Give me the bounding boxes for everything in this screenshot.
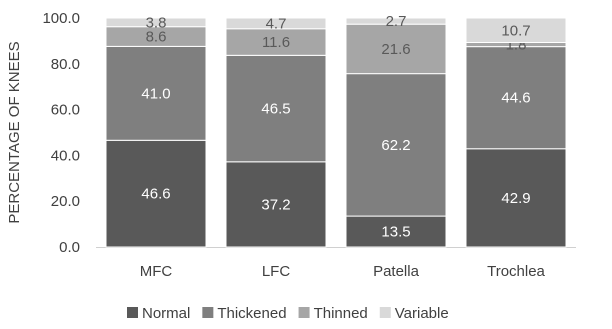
bar-segment-thinned (345, 23, 447, 75)
x-tick-label: Patella (373, 263, 420, 280)
data-label: 37.2 (261, 196, 290, 213)
legend-swatch (379, 307, 391, 318)
y-tick-label: 40.0 (51, 147, 80, 164)
data-label: 44.6 (501, 90, 530, 107)
data-label: 2.7 (386, 13, 407, 30)
bar-segment-normal (465, 148, 567, 248)
x-tick-label: MFC (140, 263, 173, 280)
legend-swatch (298, 307, 310, 318)
data-label: 46.5 (261, 101, 290, 118)
bar-segment-normal (105, 139, 207, 248)
bar-segment-thickened (465, 46, 567, 150)
bar-segment-variable (465, 17, 567, 44)
x-tick-label: Trochlea (487, 263, 545, 280)
legend-swatch (202, 307, 214, 318)
data-label: 4.7 (266, 15, 287, 32)
legend-label: Thinned (314, 305, 368, 322)
bar-segment-thickened (105, 45, 207, 141)
y-axis-label: PERCENTAGE OF KNEES (6, 41, 23, 223)
y-tick-label: 0.0 (59, 239, 80, 256)
legend: Normal Thickened Thinned Variable (127, 305, 449, 322)
legend-item-variable: Variable (379, 305, 449, 322)
data-label: 11.6 (262, 34, 290, 51)
legend-swatch (127, 307, 138, 318)
x-tick-label: LFC (262, 263, 291, 280)
bar-segment-normal (225, 161, 327, 248)
data-label: 41.0 (141, 85, 170, 102)
bar-segment-thickened (225, 54, 327, 163)
data-label: 8.6 (146, 29, 167, 46)
y-axis-ticks: 0.0 20.0 40.0 60.0 80.0 100.0 (42, 10, 80, 256)
bar-segment-variable (225, 17, 327, 30)
legend-label: Thickened (217, 305, 286, 322)
legend-item-normal: Normal (127, 305, 190, 322)
plot-area: 46.6 41.0 8.63.8 37.2 46.5 11.6 4.7 13.5 62.2 21.… (96, 13, 576, 248)
legend-item-thinned: Thinned (298, 305, 368, 322)
data-label: 46.6 (141, 186, 170, 203)
y-tick-label: 80.0 (51, 56, 80, 73)
data-label: 62.2 (381, 137, 410, 154)
data-label: 3.8 (146, 14, 167, 31)
x-axis-ticks: MFC LFC Patella Trochlea (140, 263, 546, 280)
data-label: 13.5 (381, 224, 410, 241)
legend-label: Variable (395, 305, 449, 322)
y-tick-label: 20.0 (51, 193, 80, 210)
bar-segment-normal (345, 215, 447, 248)
data-label: 42.9 (501, 190, 530, 207)
bar-segment-variable (345, 17, 447, 25)
data-label: 10.7 (501, 22, 530, 39)
data-label: 21.6 (381, 41, 410, 58)
bar-segment-variable (105, 17, 207, 28)
y-axis-title: PERCENTAGE OF KNEES (6, 41, 23, 223)
y-tick-label: 60.0 (51, 102, 80, 119)
y-tick-label: 100.0 (42, 10, 80, 27)
legend-item-thickened: Thickened (202, 305, 287, 322)
legend-label: Normal (142, 305, 190, 322)
bar-segment-thinned (225, 28, 327, 56)
